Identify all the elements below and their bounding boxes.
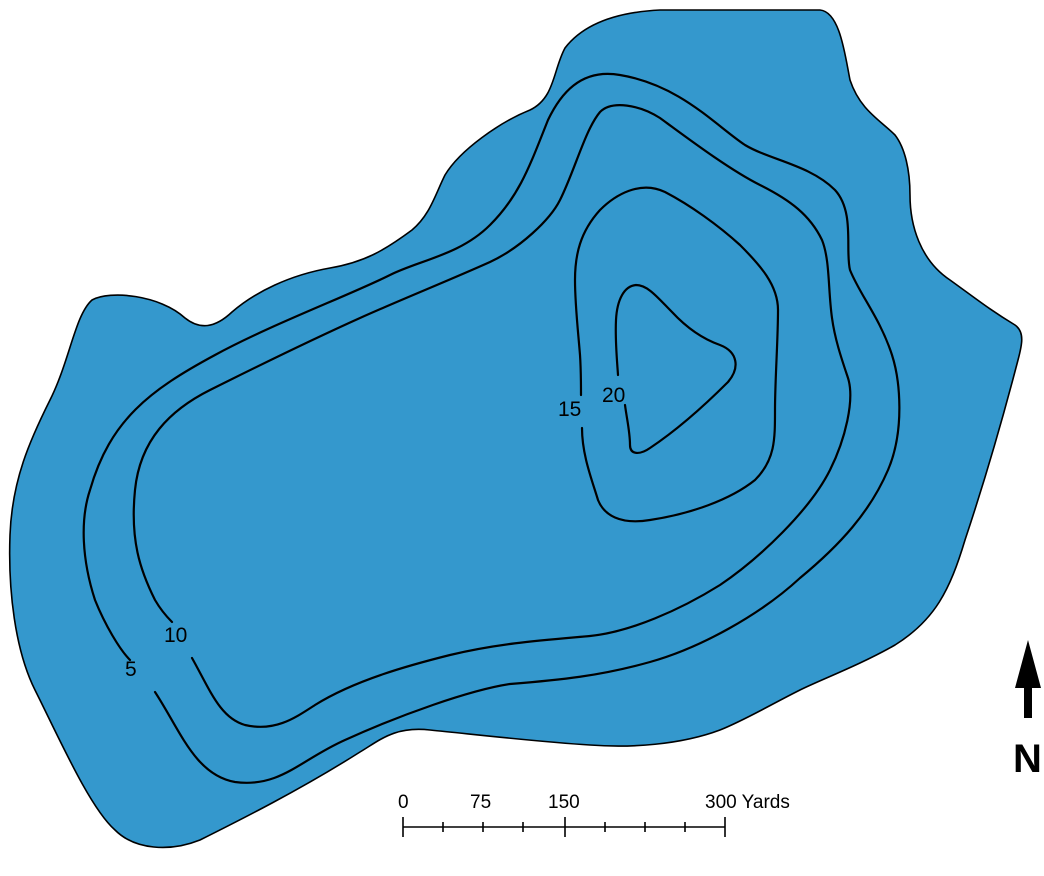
contour-line-20	[614, 283, 737, 454]
contour-label-15: 15	[558, 398, 581, 421]
lake-water-body	[8, 9, 1023, 849]
scale-bar: 0 75 150 300 Yards	[398, 792, 790, 837]
north-label: N	[1013, 737, 1042, 781]
scale-label-75: 75	[470, 792, 491, 813]
contour-label-20: 20	[602, 384, 625, 407]
scale-label-300-yards: 300 Yards	[705, 792, 790, 813]
contour-line-15	[573, 186, 780, 523]
contour-label-5: 5	[125, 658, 137, 681]
north-arrow: N	[1013, 640, 1042, 781]
north-arrow-icon	[1015, 640, 1041, 718]
scale-label-0: 0	[398, 792, 409, 813]
contour-line-5	[82, 72, 901, 784]
scale-label-150: 150	[548, 792, 580, 813]
contour-line-10	[132, 104, 852, 728]
contour-label-10: 10	[164, 624, 187, 647]
